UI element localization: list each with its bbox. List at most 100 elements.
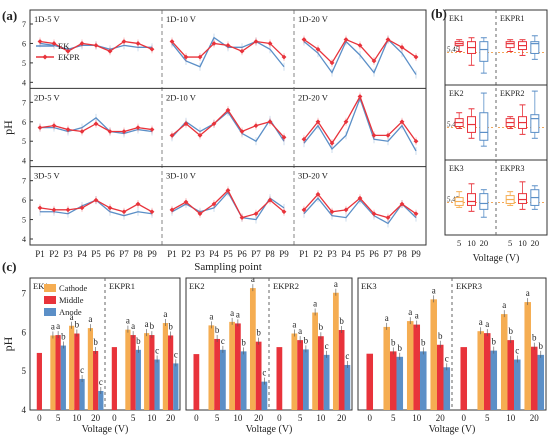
significance-letter: a <box>385 313 389 323</box>
reference-label: 5.45 <box>447 195 460 203</box>
significance-letter: b <box>539 341 544 351</box>
significance-letter: a <box>313 299 317 309</box>
ekpr-point <box>121 129 127 134</box>
panel-a-frame <box>29 9 427 246</box>
bar-anode <box>154 359 160 410</box>
significance-letter: b <box>492 337 497 347</box>
ekpr-point <box>301 136 307 142</box>
reference-label: 5.45 <box>447 120 460 128</box>
significance-letter: c <box>155 346 159 356</box>
panel-b-box-grid: Voltage (V) EK1 5.45 EKPR1 EK2 5.45 EKPR2 EK3 5.… <box>444 9 548 264</box>
bar-cathode <box>477 331 484 410</box>
box-subplot-title: EK1 <box>449 14 464 23</box>
box-subplot-title: EKPR2 <box>500 89 524 98</box>
x-tick-label: P6 <box>369 249 379 259</box>
ekpr-point <box>51 41 57 46</box>
significance-letter: b <box>150 321 155 331</box>
group-left-title: EK3 <box>361 281 377 291</box>
significance-letter: c <box>80 365 84 375</box>
bar-middle <box>317 336 324 410</box>
y-tick-label: 6 <box>22 327 27 337</box>
ekpr-point <box>385 37 391 42</box>
x-tick-label: P8 <box>133 249 143 259</box>
bar-x-tick-label: 0 <box>462 413 467 423</box>
significance-letter: a <box>334 279 338 289</box>
bar-x-tick-label: 5 <box>56 413 61 423</box>
legend-anode-swatch <box>44 308 56 316</box>
bar-middle <box>93 350 99 410</box>
x-tick-label: P1 <box>299 249 309 259</box>
ekpr-point <box>371 58 377 64</box>
significance-letter: b <box>339 316 344 326</box>
ekpr-point <box>371 211 377 217</box>
x-tick-label: P9 <box>279 249 289 259</box>
ekpr-point <box>135 125 141 131</box>
bar-middle <box>234 323 241 410</box>
bar-cathode <box>383 326 390 410</box>
bar-initial <box>276 347 283 410</box>
x-tick-label: P8 <box>397 249 407 259</box>
ekpr-point <box>135 41 141 46</box>
group-left-title: EK2 <box>189 281 205 291</box>
bar-cathode <box>430 299 437 410</box>
panel-label-c: (c) <box>2 259 16 274</box>
bar-anode <box>396 356 404 410</box>
bar-middle <box>530 346 538 410</box>
ekpr-point <box>343 119 349 125</box>
bar-cathode <box>406 321 414 410</box>
ekpr-point <box>93 42 99 48</box>
y-tick-label: 4 <box>22 157 26 166</box>
ekpr-point <box>135 201 141 207</box>
significance-letter: b <box>241 337 246 347</box>
ekpr-point <box>107 205 113 211</box>
box-body <box>518 193 527 204</box>
x-tick-label: P3 <box>195 249 205 259</box>
bar-cathode <box>87 328 94 410</box>
panel-c-xlabel: Voltage (V) <box>246 424 293 435</box>
x-tick-label: P8 <box>265 249 275 259</box>
significance-letter: b <box>398 343 403 353</box>
bar-anode <box>60 345 66 410</box>
ekpr-point <box>107 129 113 134</box>
ekpr-point <box>385 132 391 138</box>
bar-middle <box>483 333 491 410</box>
group-left-title: EK1 <box>33 281 49 291</box>
bar-x-tick-label: 10 <box>72 413 82 423</box>
ekpr-point <box>357 195 363 201</box>
x-tick-label: P1 <box>35 249 45 259</box>
x-tick-label: P2 <box>313 249 323 259</box>
ekpr-point <box>93 121 99 127</box>
group-right-title: EKPR1 <box>109 281 135 291</box>
significance-letter: a <box>131 321 135 331</box>
box-body <box>479 193 489 210</box>
bar-initial <box>36 352 42 410</box>
ekpr-point <box>121 39 127 44</box>
bar-anode <box>135 349 141 410</box>
legend-cathode-swatch <box>44 284 56 292</box>
significance-letter: b <box>215 325 220 335</box>
bar-x-tick-label: 10 <box>147 413 157 423</box>
bar-cathode <box>162 323 169 410</box>
y-tick-label: 6 <box>22 196 26 205</box>
significance-letter: a <box>230 308 234 318</box>
box-subplot-title: EKPR1 <box>500 14 524 23</box>
ekpr-point <box>79 205 85 211</box>
bar-middle <box>436 344 444 410</box>
significance-letter: a <box>145 319 149 329</box>
ekpr-point <box>329 60 335 66</box>
bar-cathode <box>312 312 318 410</box>
significance-letter: a <box>485 319 489 329</box>
bar-anode <box>490 350 498 410</box>
x-tick-label: P6 <box>105 249 115 259</box>
box-x-tick-label: 10 <box>518 238 527 248</box>
significance-letter: b <box>61 332 66 342</box>
ekpr-line <box>303 94 417 145</box>
bar-cathode <box>229 321 235 410</box>
panel-c-xlabel: Voltage (V) <box>82 424 129 435</box>
bar-x-tick-label: 5 <box>215 413 220 423</box>
bar-x-tick-label: 0 <box>112 413 117 423</box>
significance-letter: c <box>325 341 329 351</box>
bar-anode <box>344 364 351 410</box>
significance-letter: a <box>479 317 483 327</box>
